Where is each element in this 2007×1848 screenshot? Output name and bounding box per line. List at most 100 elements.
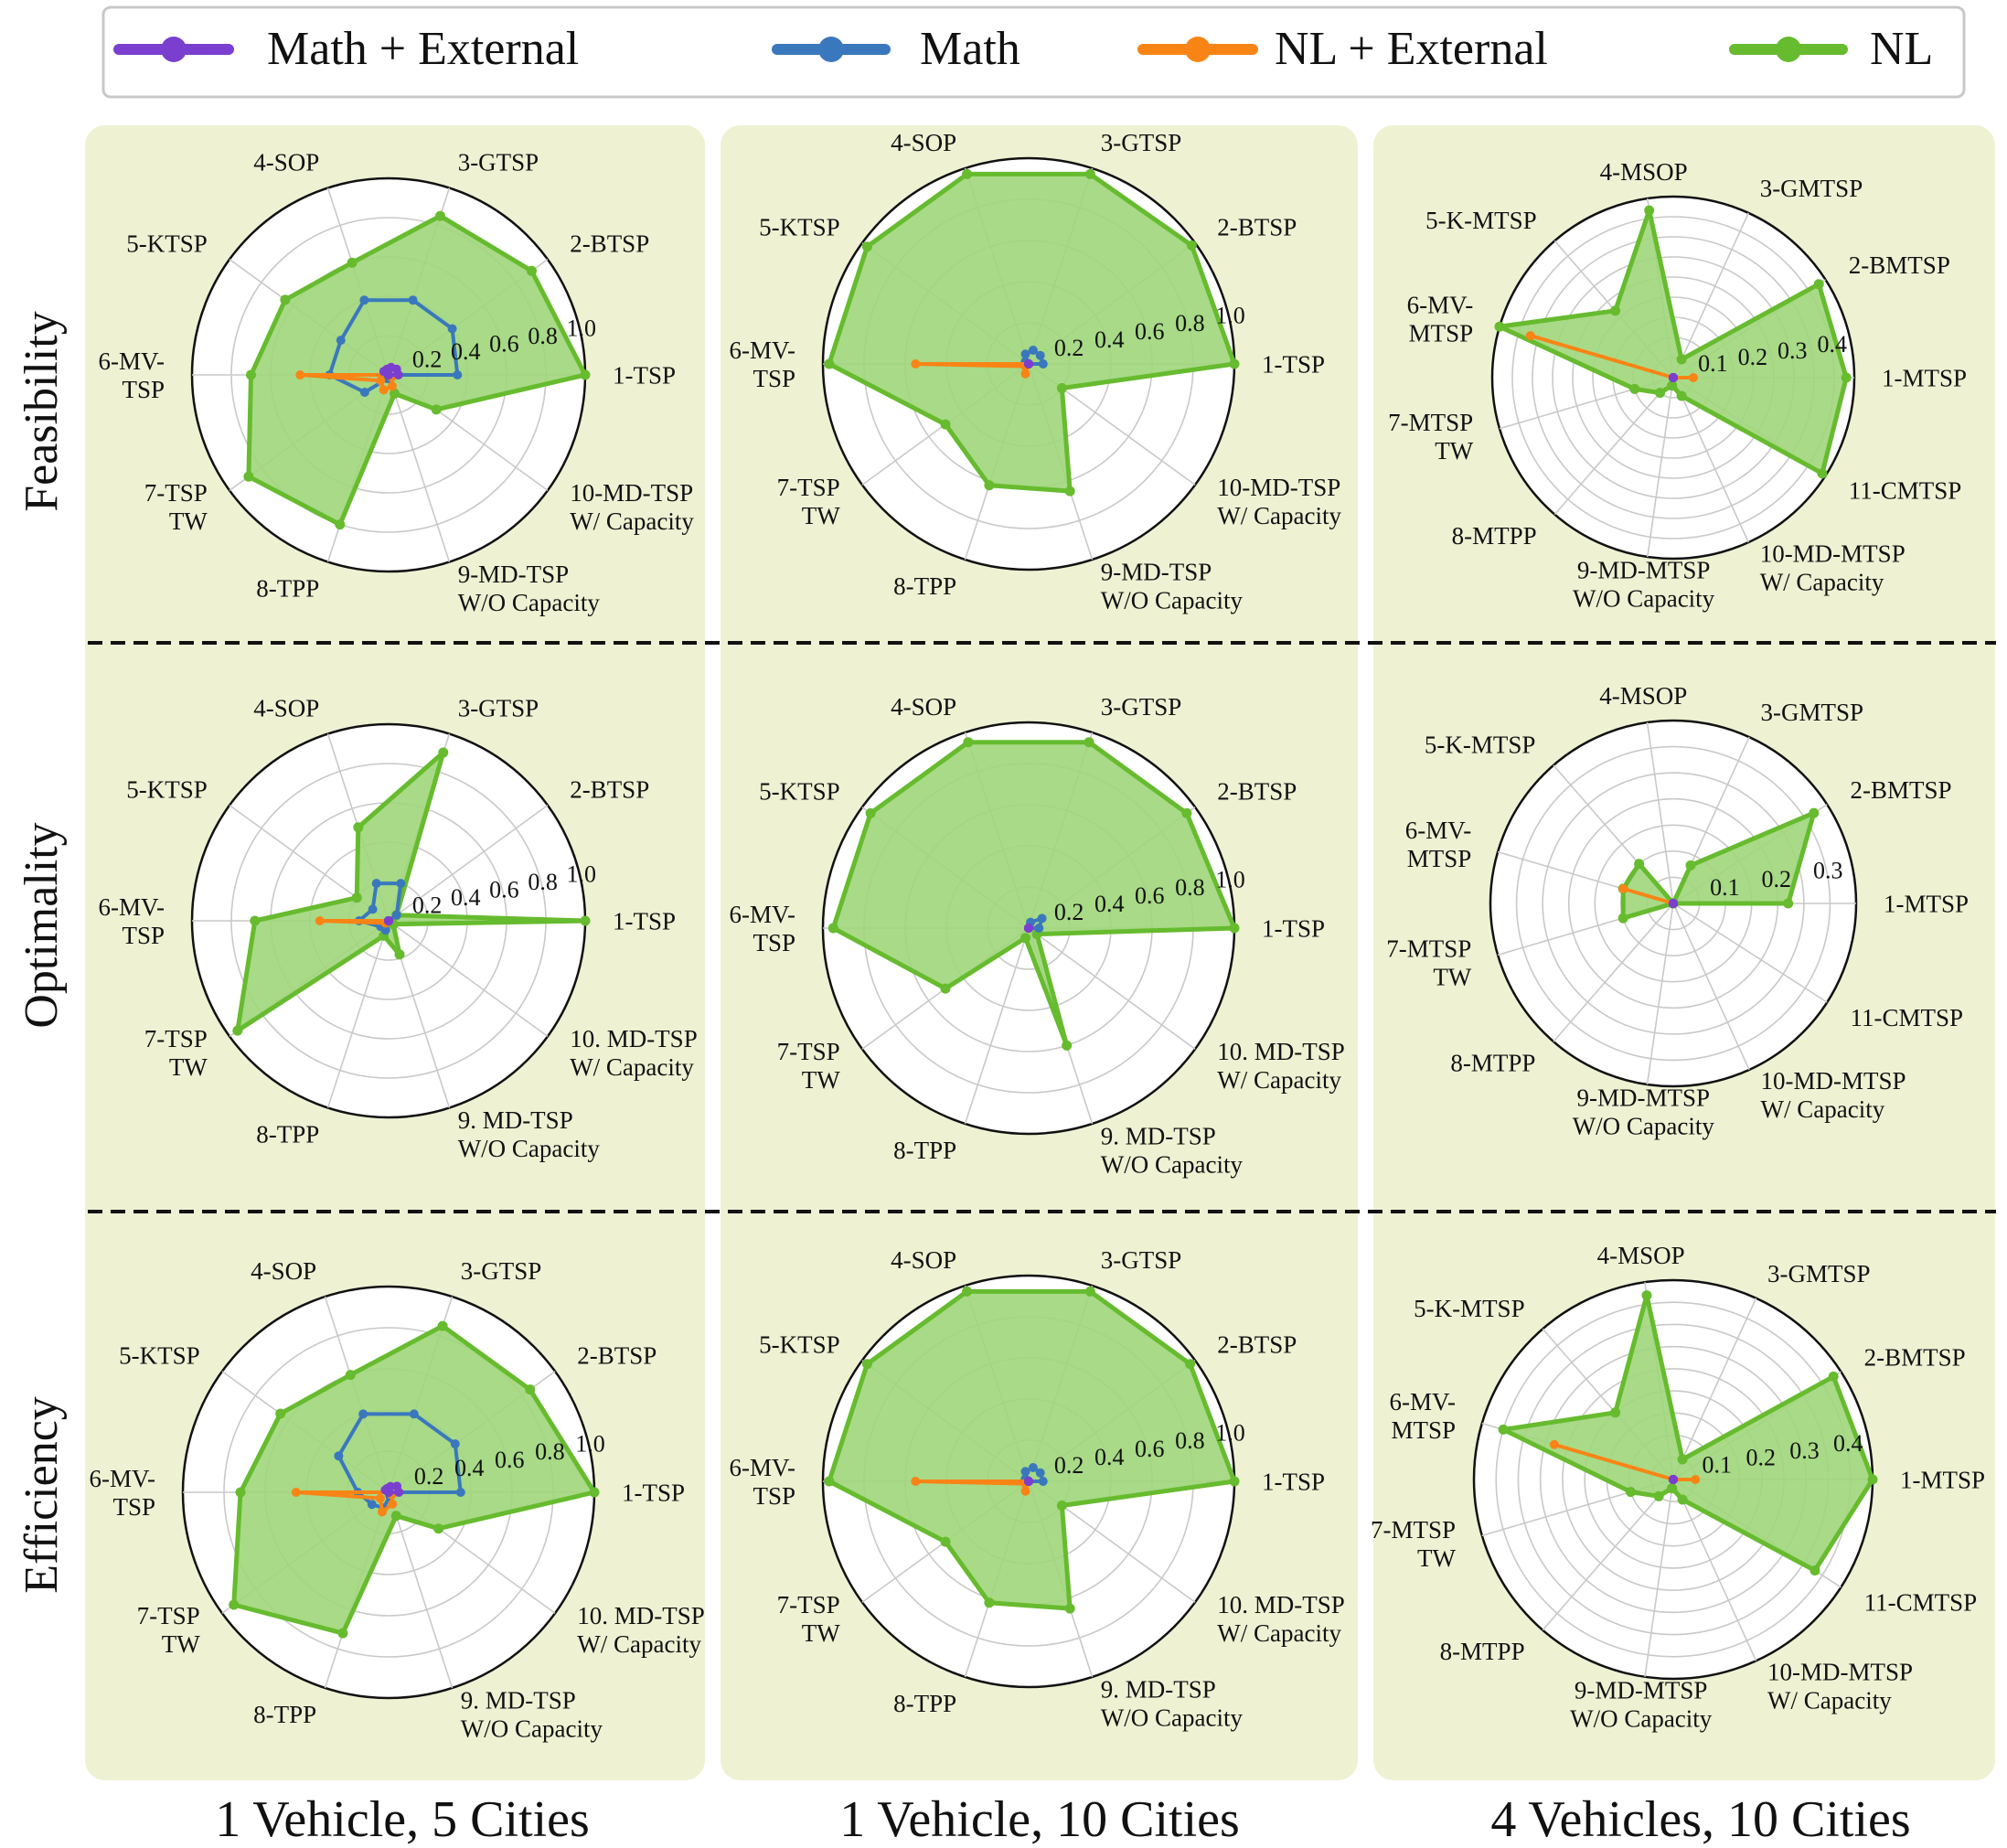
data-point-nl [963,737,974,748]
data-point-nl [1817,468,1828,479]
category-label: 9-MD-MTSP W/O Capacity [1573,1084,1715,1140]
category-label: 1-TSP [622,1479,685,1507]
data-point-math-external [1024,924,1033,933]
radar-optimality-4-vehicles-10-cities: 0.1 0.2 0.3 1-MTSP 2-BMTSP 3-GMTSP 4-MSOP 5-K-M… [1386,682,1969,1140]
data-point-nl [827,923,838,934]
data-point-nl [1841,372,1852,383]
radial-tick-label: 0.6 [489,330,519,357]
category-label: 8-TPP [253,1701,316,1728]
data-point-nl [1828,1371,1839,1382]
category-label: 5-K-MTSP [1414,1295,1525,1322]
data-point-nl-external [911,359,921,369]
data-point-math [358,1409,368,1419]
category-label: 4-MSOP [1600,158,1688,186]
data-point-nl [1617,913,1628,924]
radial-tick-label: 0.2 [412,347,443,373]
category-label: 6-MV-TSP [98,893,165,949]
legend-box [101,5,1966,99]
radar-spoke [1553,903,1674,1042]
category-label: 10-MD-MTSP W/ Capacity [1760,539,1906,595]
data-point-nl [1634,859,1645,870]
column-label-1-vehicle-10-cities: 1 Vehicle, 10 Cities [839,1791,1240,1848]
radial-tick-label: 0.8 [1175,1427,1205,1454]
radial-tick-label: 0.2 [1054,899,1084,925]
data-point-nl [580,915,591,926]
data-point-math [1028,346,1038,355]
category-label: 4-SOP [251,1257,316,1285]
data-point-nl-external [1691,1475,1701,1484]
data-point-math [371,879,381,889]
category-label: 10. MD-TSP W/ Capacity [570,1025,698,1081]
data-point-nl [347,257,358,268]
radar-spoke [1672,903,1750,1071]
data-point-nl [1783,898,1794,909]
series-fill-nl [233,1326,594,1634]
category-label: 10. MD-TSP W/ Capacity [1217,1038,1345,1094]
category-label: 7-TSP TW [144,1025,208,1081]
category-label: 4-SOP [891,129,956,156]
category-label: 5-KTSP [759,778,840,806]
data-point-nl [580,369,591,380]
data-point-nl-external [1549,1439,1559,1449]
category-label: 3-GMTSP [1760,175,1863,202]
category-label: 6-MV-TSP [729,336,795,392]
category-label: 6-MV-TSP [729,901,795,956]
radar-spoke [388,374,451,562]
radar-spoke [1646,721,1674,904]
category-label: 10-MD-TSP W/ Capacity [1217,474,1341,529]
data-point-nl [243,471,254,482]
radial-tick-label: 1.0 [1215,1419,1245,1446]
category-label: 8-MTPP [1440,1638,1525,1665]
column-labels: 1 Vehicle, 5 Cities 1 Vehicle, 10 Cities… [215,1791,1910,1848]
series-fill-nl [1623,813,1814,919]
data-point-nl [335,519,346,530]
data-point-nl-external [1618,883,1628,893]
series-line-nl-external [317,919,390,925]
data-point-nl [246,369,256,380]
data-point-math [455,1488,465,1497]
radial-tick-label: 0.2 [1745,1445,1776,1471]
data-point-nl [962,1286,973,1297]
radar-spoke [388,1491,454,1689]
data-point-math [450,1439,460,1449]
radar-optimality-1-vehicle-5-cities: 0.2 0.4 0.6 0.8 1.0 1-TSP 2-BTSP 3-GTSP 4-SOP 5-K… [98,694,697,1162]
series-fill-nl [833,742,1234,1046]
category-label: 2-BTSP [570,775,649,803]
data-point-nl-external [375,1493,385,1503]
radar-spoke [388,804,549,922]
radial-tick-label: 0.4 [1094,891,1125,917]
data-point-nl [861,241,872,252]
data-point-nl-external [379,385,389,395]
data-point-nl [1676,354,1687,365]
data-point-nl [1667,380,1678,391]
column-label-4-vehicles-10-cities: 4 Vehicles, 10 Cities [1490,1791,1910,1848]
legend-item-nl-external: NL + External [1137,23,1548,75]
row-label-efficiency: Efficiency [16,1396,68,1594]
data-point-math-external [1024,359,1033,369]
radial-tick-label: 0.8 [1175,874,1205,901]
radial-tick-label: 0.2 [1054,1452,1084,1479]
radial-tick-label: 0.2 [414,1463,444,1490]
category-label: 7-TSP TW [777,1038,841,1094]
data-point-nl-external [376,376,386,386]
data-point-nl-external [291,1488,301,1497]
data-point-math-external [1669,899,1678,908]
data-point-math [334,1451,344,1461]
category-label: 5-KTSP [126,230,208,257]
data-point-math [1035,1468,1045,1478]
category-label: 1-MTSP [1882,364,1967,391]
data-point-nl [437,1320,448,1331]
category-label: 1-TSP [1262,1469,1325,1496]
data-point-nl [824,1476,835,1487]
data-point-math [1034,924,1044,933]
data-point-nl [525,1384,536,1395]
data-point-nl [390,1511,401,1522]
data-point-math [453,370,463,379]
category-label: 1-TSP [613,361,676,389]
radial-tick-label: 0.3 [1813,858,1843,884]
radar-efficiency-1-vehicle-10-cities: 0.2 0.4 0.6 0.8 1.0 1-TSP 2-BTSP 3-GTSP 4-SOP 5-K… [729,1246,1344,1732]
category-label: 8-MTPP [1450,1049,1535,1076]
radial-tick-label: 0.4 [1818,331,1848,358]
data-point-nl [431,404,442,415]
data-point-math [1037,913,1047,924]
